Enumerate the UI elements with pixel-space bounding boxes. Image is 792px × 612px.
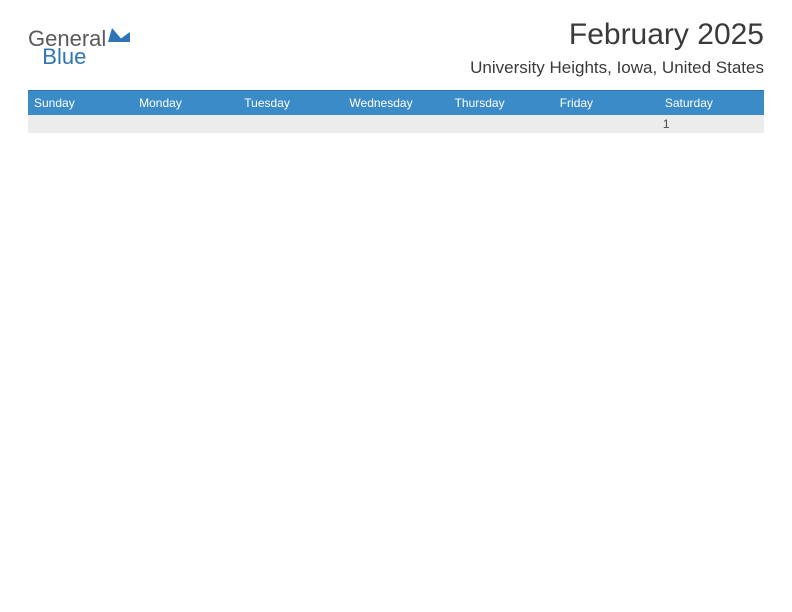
weekday-header: Wednesday: [343, 91, 448, 115]
weekday-header: Thursday: [449, 91, 554, 115]
day-number: [343, 115, 448, 133]
weekday-header-row: Sunday Monday Tuesday Wednesday Thursday…: [28, 91, 764, 115]
weekday-header: Tuesday: [238, 91, 343, 115]
weekday-header: Saturday: [659, 91, 764, 115]
day-number-row: 1: [28, 115, 764, 133]
day-number: [238, 115, 343, 133]
day-number: [554, 115, 659, 133]
day-number: [449, 115, 554, 133]
logo-triangle-icon: [108, 26, 130, 47]
weekday-header: Friday: [554, 91, 659, 115]
day-number: [28, 115, 133, 133]
day-number: 1: [659, 115, 764, 133]
calendar: Sunday Monday Tuesday Wednesday Thursday…: [28, 90, 764, 133]
logo-text-blue: Blue: [42, 44, 86, 69]
weekday-header: Monday: [133, 91, 238, 115]
month-title: February 2025: [470, 18, 764, 52]
weekday-header: Sunday: [28, 91, 133, 115]
logo: General Blue: [28, 26, 174, 52]
day-number: [133, 115, 238, 133]
location: University Heights, Iowa, United States: [470, 58, 764, 78]
title-block: February 2025 University Heights, Iowa, …: [470, 18, 764, 78]
header: General Blue February 2025 University He…: [28, 18, 764, 78]
